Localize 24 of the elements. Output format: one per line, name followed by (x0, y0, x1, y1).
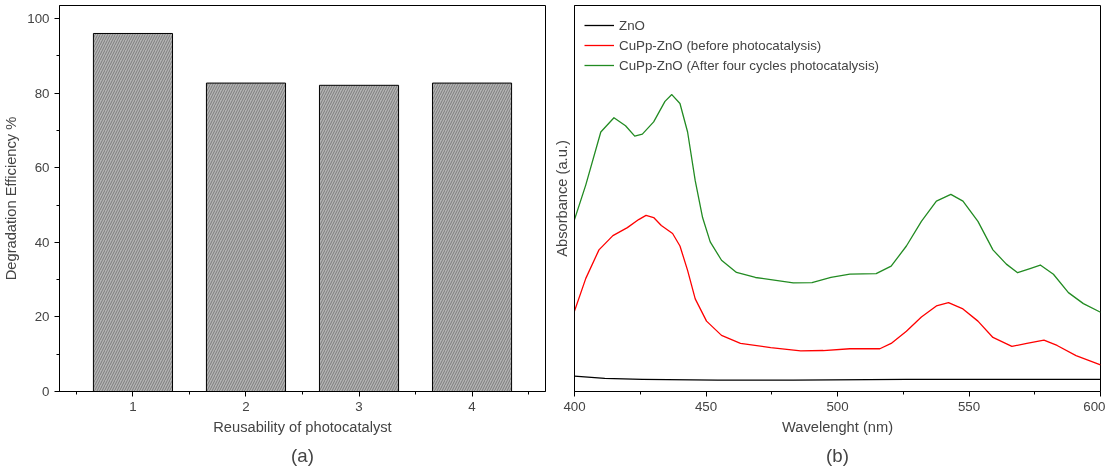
x-tick-label: 500 (826, 398, 849, 414)
text: (a) (291, 444, 314, 466)
x-tick-label: 1 (129, 398, 137, 414)
y-tick-label: 40 (34, 234, 50, 250)
x-tick-label: 3 (355, 398, 363, 414)
x-tick-label: 550 (957, 398, 981, 414)
x-tick-label: 600 (1083, 398, 1106, 414)
legend-label: CuPp-ZnO (before photocatalysis) (619, 37, 822, 53)
x-tick-label: 2 (242, 398, 250, 414)
x-axis-title: Wavelenght (nm) (781, 418, 894, 435)
x-axis-title: Reusability of photocatalyst (213, 418, 392, 435)
y-axis-title: Absorbance (a.u.) (553, 140, 570, 257)
legend-label: CuPp-ZnO (After four cycles photocatalysis) (619, 57, 879, 73)
y-tick-label: 20 (34, 309, 50, 325)
y-tick-label: 0 (42, 384, 50, 399)
y-tick-label: 60 (34, 160, 50, 176)
text: (b) (826, 444, 849, 466)
x-tick-label: 400 (563, 398, 586, 414)
x-tick-label: 4 (468, 398, 477, 414)
x-tick-label: 450 (694, 398, 718, 414)
y-axis-title: Degradation Efficiency % (3, 116, 20, 281)
legend-label: ZnO (619, 17, 645, 33)
y-tick-label: 80 (34, 85, 50, 101)
y-tick-label: 100 (27, 11, 50, 27)
